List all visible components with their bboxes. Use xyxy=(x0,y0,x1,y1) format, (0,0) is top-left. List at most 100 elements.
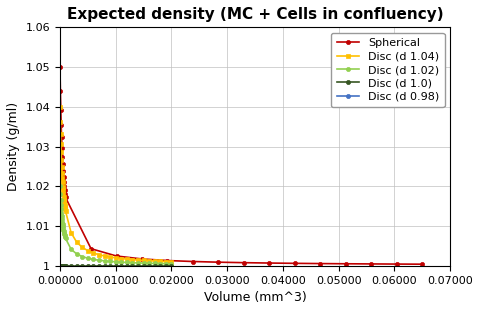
Disc (d 1.02) xyxy=(62,234,68,238)
Disc (d 1.0) xyxy=(135,264,141,268)
Disc (d 1.0) xyxy=(63,264,69,268)
Disc (d 1.04) xyxy=(59,165,65,169)
Disc (d 0.98) xyxy=(74,276,80,280)
Spherical xyxy=(63,196,69,199)
Disc (d 1.04) xyxy=(57,105,63,109)
Spherical xyxy=(62,188,68,192)
Spherical xyxy=(58,89,63,93)
Disc (d 1.04) xyxy=(96,253,102,257)
Disc (d 1.02) xyxy=(60,226,66,230)
Disc (d 0.98) xyxy=(68,281,74,284)
Disc (d 1.02) xyxy=(57,184,63,188)
Disc (d 1.02) xyxy=(119,260,124,264)
Disc (d 1.04) xyxy=(63,209,69,213)
Disc (d 1.04) xyxy=(58,151,64,154)
Disc (d 1.0) xyxy=(60,264,65,268)
Line: Disc (d 0.98): Disc (d 0.98) xyxy=(58,266,174,311)
Disc (d 1.0) xyxy=(60,264,65,268)
Disc (d 0.98) xyxy=(141,267,146,270)
Spherical xyxy=(190,260,196,263)
Disc (d 1.02) xyxy=(157,262,163,265)
Disc (d 1.04) xyxy=(58,132,63,136)
Disc (d 1.02) xyxy=(85,256,91,260)
Spherical xyxy=(62,192,68,196)
Spherical xyxy=(317,262,323,266)
Disc (d 1.0) xyxy=(68,264,74,268)
Disc (d 1.0) xyxy=(58,264,63,268)
Disc (d 0.98) xyxy=(168,266,174,270)
Disc (d 0.98) xyxy=(62,293,68,297)
Disc (d 0.98) xyxy=(146,267,152,270)
Disc (d 1.02) xyxy=(141,261,146,265)
Disc (d 1.0) xyxy=(59,264,65,268)
Spherical xyxy=(59,135,64,139)
Disc (d 0.98) xyxy=(119,267,124,271)
Disc (d 1.04) xyxy=(60,192,66,196)
Spherical xyxy=(60,175,66,179)
Disc (d 0.98) xyxy=(60,304,66,307)
Disc (d 1.04) xyxy=(60,180,65,184)
Disc (d 1.02) xyxy=(63,237,69,240)
Disc (d 0.98) xyxy=(61,297,67,301)
Disc (d 1.04) xyxy=(68,231,74,235)
Disc (d 1.02) xyxy=(59,211,64,215)
Disc (d 1.02) xyxy=(60,228,66,232)
Disc (d 1.02) xyxy=(124,261,130,264)
Disc (d 1.0) xyxy=(61,264,67,268)
Disc (d 1.04) xyxy=(59,171,65,174)
Legend: Spherical, Disc (d 1.04), Disc (d 1.02), Disc (d 1.0), Disc (d 0.98): Spherical, Disc (d 1.04), Disc (d 1.02),… xyxy=(331,33,444,107)
Spherical xyxy=(60,169,66,173)
Disc (d 1.02) xyxy=(68,248,74,251)
Disc (d 1.0) xyxy=(113,264,119,268)
Spherical xyxy=(60,162,66,166)
Disc (d 1.04) xyxy=(152,259,157,263)
Disc (d 1.04) xyxy=(168,260,174,264)
Disc (d 1.04) xyxy=(85,249,91,253)
Disc (d 1.02) xyxy=(60,224,66,228)
Disc (d 1.0) xyxy=(107,264,113,268)
Disc (d 1.02) xyxy=(58,192,63,196)
Disc (d 1.0) xyxy=(124,264,130,268)
Disc (d 1.02) xyxy=(91,258,96,261)
Disc (d 0.98) xyxy=(63,291,69,295)
Disc (d 1.04) xyxy=(79,245,85,249)
Disc (d 1.02) xyxy=(152,262,157,265)
Disc (d 1.0) xyxy=(58,264,63,268)
Disc (d 1.0) xyxy=(74,264,80,268)
Disc (d 1.04) xyxy=(102,254,108,258)
Disc (d 0.98) xyxy=(152,266,157,270)
Disc (d 1.0) xyxy=(163,264,169,268)
Disc (d 1.0) xyxy=(60,264,66,268)
Disc (d 1.02) xyxy=(168,262,174,266)
Disc (d 0.98) xyxy=(61,298,67,302)
Spherical xyxy=(57,66,63,69)
Disc (d 1.04) xyxy=(74,240,80,244)
Disc (d 0.98) xyxy=(60,308,65,311)
Disc (d 1.02) xyxy=(58,207,64,211)
Disc (d 1.02) xyxy=(62,236,68,239)
Spherical xyxy=(58,108,64,112)
Disc (d 1.0) xyxy=(62,264,68,268)
Disc (d 0.98) xyxy=(124,267,130,271)
Disc (d 1.0) xyxy=(59,264,65,268)
Disc (d 0.98) xyxy=(60,302,66,305)
Disc (d 1.04) xyxy=(60,188,66,192)
Disc (d 1.0) xyxy=(85,264,91,268)
Disc (d 0.98) xyxy=(85,272,91,275)
Spherical xyxy=(420,262,425,266)
Disc (d 1.02) xyxy=(107,260,113,263)
Disc (d 0.98) xyxy=(60,300,66,304)
Disc (d 1.04) xyxy=(62,203,68,207)
Disc (d 1.04) xyxy=(91,251,96,255)
Line: Disc (d 1.02): Disc (d 1.02) xyxy=(58,184,174,266)
Disc (d 1.02) xyxy=(61,232,67,236)
Disc (d 1.0) xyxy=(62,264,68,268)
Spherical xyxy=(394,262,400,266)
Spherical xyxy=(61,180,67,183)
Disc (d 1.04) xyxy=(61,198,67,202)
Disc (d 1.0) xyxy=(96,264,102,268)
Spherical xyxy=(58,123,64,127)
Y-axis label: Density (g/ml): Density (g/ml) xyxy=(7,102,20,191)
Line: Disc (d 1.04): Disc (d 1.04) xyxy=(58,105,174,264)
Disc (d 1.0) xyxy=(130,264,135,268)
